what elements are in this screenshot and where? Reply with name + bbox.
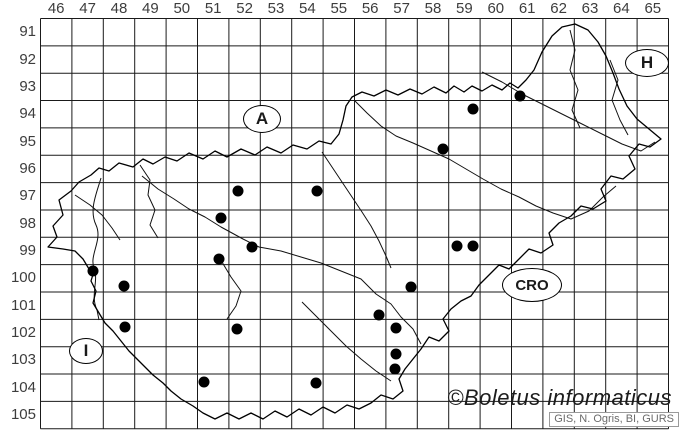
row-label: 105 [10,406,36,424]
row-label: 94 [19,105,36,123]
river-path [481,71,656,152]
row-label: 103 [10,351,36,369]
occurrence-dot [232,185,244,197]
occurrence-dot [467,103,479,115]
col-label: 60 [487,0,505,17]
river-path [221,261,242,320]
river-path [609,59,629,136]
row-label: 104 [10,378,36,396]
row-label: 92 [19,50,36,68]
river-path [139,164,159,239]
river-network [74,29,656,382]
occurrence-dot [215,212,227,224]
occurrence-dot [389,363,401,375]
row-label: 98 [19,214,36,232]
river-path [74,194,121,241]
river-path [92,177,102,321]
occurrence-dot [119,321,131,333]
row-label: 97 [19,187,36,205]
col-label: 54 [299,0,316,17]
row-label: 95 [19,132,36,150]
col-label: 49 [142,0,159,17]
country-label-italy: I [69,338,103,364]
occurrence-dot [231,323,243,335]
row-label: 99 [19,241,36,259]
col-label: 61 [518,0,536,17]
col-label: 46 [47,0,65,17]
occurrence-dot [246,241,258,253]
col-label: 47 [79,0,96,17]
col-label: 62 [550,0,567,17]
occurrence-dot [87,265,99,277]
occurrence-dots [87,90,526,389]
col-label: 63 [581,0,599,17]
occurrence-dot [514,90,526,102]
copyright-text: ©Boletus informaticus [447,385,672,410]
occurrence-dot [390,348,402,360]
occurrence-dot [373,309,385,321]
row-label: 102 [10,324,36,342]
occurrence-dot [213,253,225,265]
river-path [321,151,392,269]
country-label-croatia: CRO [502,268,562,302]
col-label: 65 [644,0,662,17]
col-label: 64 [613,0,630,17]
river-path [353,99,617,220]
occurrence-dot [467,240,479,252]
col-label: 58 [424,0,442,17]
occurrence-dot [390,322,402,334]
row-label: 96 [19,159,36,177]
col-label: 48 [110,0,128,17]
border-path [47,23,662,420]
col-label: 52 [236,0,253,17]
river-path [569,29,581,129]
col-label: 59 [456,0,473,17]
col-label: 50 [173,0,191,17]
river-path [301,301,392,382]
col-label: 51 [204,0,222,17]
occurrence-dot [405,281,417,293]
occurrence-dot [451,240,463,252]
river-path [141,175,422,345]
col-label: 55 [330,0,348,17]
country-label-hungary: H [625,49,669,77]
row-label: 91 [19,23,36,41]
row-label: 101 [10,296,36,314]
occurrence-dot [437,143,449,155]
country-border-outline [47,23,662,420]
col-label: 56 [361,0,379,17]
data-sources-text: GIS, N. Ogris, BI, GURS [549,412,679,427]
occurrence-dot [198,376,210,388]
occurrence-dot [311,185,323,197]
col-label: 53 [267,0,285,17]
col-label: 57 [393,0,410,17]
row-label: 100 [10,269,36,287]
country-label-austria: A [243,105,281,133]
row-label: 93 [19,77,36,95]
occurrence-dot [310,377,322,389]
occurrence-dot [118,280,130,292]
